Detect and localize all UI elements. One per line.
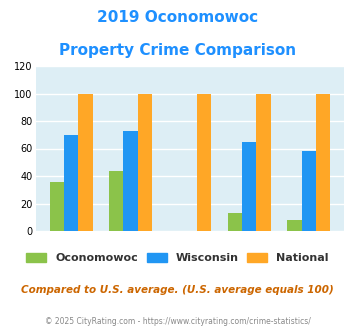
Bar bbox=[197, 93, 211, 231]
Bar bbox=[302, 151, 316, 231]
Bar bbox=[109, 171, 124, 231]
Text: © 2025 CityRating.com - https://www.cityrating.com/crime-statistics/: © 2025 CityRating.com - https://www.city… bbox=[45, 317, 310, 326]
Bar bbox=[64, 135, 78, 231]
Text: 2019 Oconomowoc: 2019 Oconomowoc bbox=[97, 10, 258, 25]
Bar bbox=[138, 93, 152, 231]
Bar bbox=[124, 131, 138, 231]
Bar bbox=[50, 182, 64, 231]
Bar bbox=[242, 142, 256, 231]
Legend: Oconomowoc, Wisconsin, National: Oconomowoc, Wisconsin, National bbox=[22, 248, 333, 268]
Bar bbox=[256, 93, 271, 231]
Bar bbox=[78, 93, 93, 231]
Bar bbox=[316, 93, 330, 231]
Bar bbox=[228, 213, 242, 231]
Bar bbox=[287, 220, 302, 231]
Text: Property Crime Comparison: Property Crime Comparison bbox=[59, 43, 296, 58]
Text: Compared to U.S. average. (U.S. average equals 100): Compared to U.S. average. (U.S. average … bbox=[21, 285, 334, 295]
